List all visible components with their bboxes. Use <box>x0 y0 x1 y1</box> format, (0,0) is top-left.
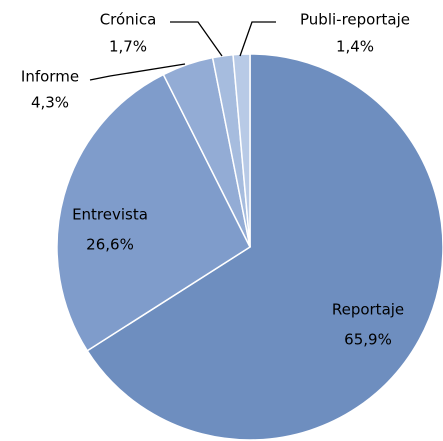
value-label: 1,4% <box>336 38 374 56</box>
slice-label: Publi-reportaje <box>300 11 410 29</box>
pie-slice <box>86 53 443 441</box>
value-label: 1,7% <box>109 38 147 56</box>
slice-label: Informe <box>21 68 79 86</box>
leader-line <box>89 63 186 81</box>
value-label: 65,9% <box>344 331 392 349</box>
leader-line <box>239 21 276 57</box>
pie-slice <box>56 73 251 352</box>
pie-slice <box>232 53 251 248</box>
value-label: 4,3% <box>31 94 69 112</box>
value-label: 26,6% <box>86 236 134 254</box>
leader-line <box>170 21 223 57</box>
slice-label: Entrevista <box>72 206 148 224</box>
slices <box>56 53 443 441</box>
slice-label: Reportaje <box>332 301 404 319</box>
slice-label: Crónica <box>100 11 157 29</box>
